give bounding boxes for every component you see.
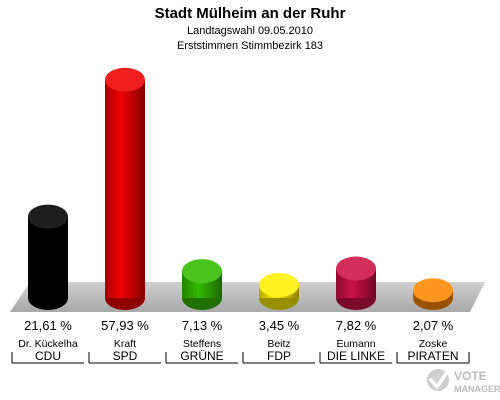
candidate-label: Beitz [267, 338, 290, 350]
bar-grüne [182, 259, 222, 310]
candidate-label: Steffens [183, 338, 221, 350]
bar-spd [105, 67, 145, 310]
party-label: DIE LINKE [327, 349, 385, 363]
value-label: 7,82 % [336, 318, 377, 333]
chart-subtitle-line-2: Erststimmen Stimmbezirk 183 [177, 40, 323, 52]
candidate-label: Eumann [336, 338, 375, 350]
value-label: 57,93 % [101, 318, 149, 333]
bar-top [413, 278, 453, 303]
candidate-label: Kraft [114, 338, 136, 350]
bar-body [105, 79, 145, 298]
value-label: 21,61 % [24, 318, 72, 333]
watermark-bottom: MANAGER [454, 384, 500, 394]
party-label: SPD [113, 349, 138, 363]
bar-top [28, 204, 68, 229]
bar-top [336, 256, 376, 281]
watermark-top: VOTE [454, 369, 487, 383]
party-label: GRÜNE [180, 349, 223, 363]
bar-top [182, 259, 222, 284]
bar-top [105, 67, 145, 92]
chart-title: Stadt Mülheim an der Ruhr [155, 5, 346, 22]
value-label: 7,13 % [182, 318, 223, 333]
chart-subtitle-line-1: Landtagswahl 09.05.2010 [187, 25, 313, 37]
bar-piraten [413, 278, 453, 310]
value-label: 3,45 % [259, 318, 300, 333]
bar-body [28, 216, 68, 298]
checkmark-stroke [429, 370, 449, 389]
bar-fdp [259, 273, 299, 310]
candidate-label: Zoske [419, 338, 448, 350]
bar-top [259, 273, 299, 298]
vote-manager-logo: VOTE MANAGER [427, 369, 500, 394]
party-label: CDU [35, 349, 61, 363]
bar-cdu [28, 204, 68, 310]
bar-die-linke [336, 256, 376, 310]
candidate-label: Dr. Kückelha [18, 338, 78, 350]
party-label: FDP [267, 349, 291, 363]
bars-group [28, 67, 453, 310]
value-label: 2,07 % [413, 318, 454, 333]
party-label: PIRATEN [407, 349, 458, 363]
